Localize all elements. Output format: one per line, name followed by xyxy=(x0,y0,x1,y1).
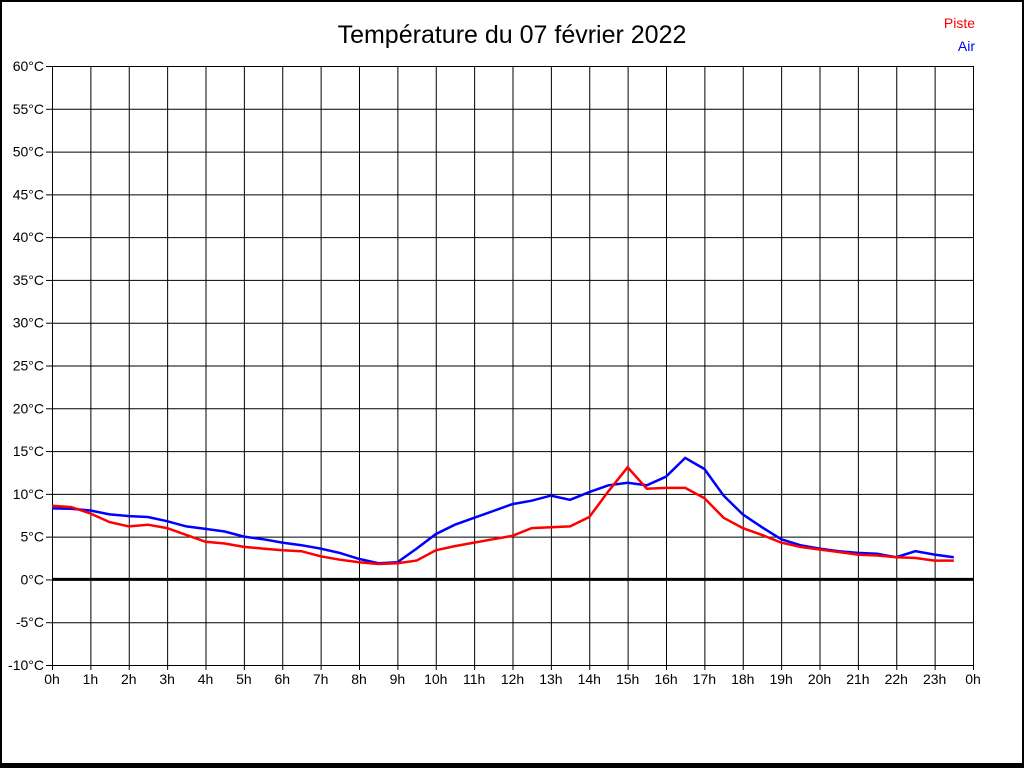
x-tick-label: 23h xyxy=(923,671,946,687)
x-tick-label: 8h xyxy=(351,671,367,687)
x-tick-label: 3h xyxy=(159,671,175,687)
x-tick-label: 11h xyxy=(463,671,485,687)
axis-ticks xyxy=(46,66,974,670)
series-line-air xyxy=(51,456,954,565)
y-tick-label: -5°C xyxy=(16,614,44,630)
x-tick-label: 19h xyxy=(769,671,792,687)
series-line-piste xyxy=(51,465,954,566)
y-tick-label: 30°C xyxy=(13,315,44,331)
x-tick-label: 20h xyxy=(808,671,831,687)
y-tick-label: -10°C xyxy=(8,657,44,673)
y-tick-label: 60°C xyxy=(13,58,44,74)
y-tick-label: 40°C xyxy=(13,229,44,245)
y-tick-label: 25°C xyxy=(13,358,44,374)
x-tick-label: 2h xyxy=(121,671,137,687)
x-tick-label: 13h xyxy=(539,671,562,687)
y-tick-label: 50°C xyxy=(13,144,44,160)
x-tick-label: 5h xyxy=(236,671,252,687)
x-tick-label: 15h xyxy=(616,671,639,687)
x-tick-label: 22h xyxy=(885,671,908,687)
y-tick-label: 20°C xyxy=(13,400,44,416)
y-axis-labels: 60°C 55°C 50°C 45°C 40°C 35°C 30°C 25°C 20°C 15°C… xyxy=(8,58,44,673)
x-tick-label: 18h xyxy=(731,671,754,687)
y-tick-label: 45°C xyxy=(13,186,44,202)
y-tick-label: 15°C xyxy=(13,443,44,459)
chart-title: Température du 07 février 2022 xyxy=(337,21,687,49)
x-axis-labels: 0h 1h 2h 3h 4h 5h 6h 7h 8h 9h 10h 11h 12h 13h 14h 15h 16… xyxy=(44,671,981,687)
x-tick-label: 12h xyxy=(501,671,524,687)
x-tick-label: 21h xyxy=(846,671,869,687)
chart-legend: Piste Air xyxy=(944,12,975,58)
x-tick-label: 14h xyxy=(578,671,601,687)
y-tick-label: 10°C xyxy=(13,486,44,502)
x-tick-label: 0h xyxy=(44,671,60,687)
y-tick-label: 35°C xyxy=(13,272,44,288)
y-tick-label: 5°C xyxy=(21,529,45,545)
legend-item-piste: Piste xyxy=(943,15,975,31)
x-tick-label: 16h xyxy=(654,671,677,687)
legend-item-air: Air xyxy=(957,38,975,54)
x-tick-label: 10h xyxy=(424,671,447,687)
x-tick-label: 4h xyxy=(198,671,214,687)
grid-lines xyxy=(52,66,974,666)
x-tick-label: 9h xyxy=(390,671,406,687)
x-tick-label: 1h xyxy=(83,671,99,687)
x-tick-label: 6h xyxy=(274,671,290,687)
x-tick-label: 0h xyxy=(965,671,981,687)
x-tick-label: 17h xyxy=(693,671,716,687)
y-tick-label: 0°C xyxy=(21,571,45,587)
x-tick-label: 7h xyxy=(313,671,329,687)
y-tick-label: 55°C xyxy=(13,101,44,117)
